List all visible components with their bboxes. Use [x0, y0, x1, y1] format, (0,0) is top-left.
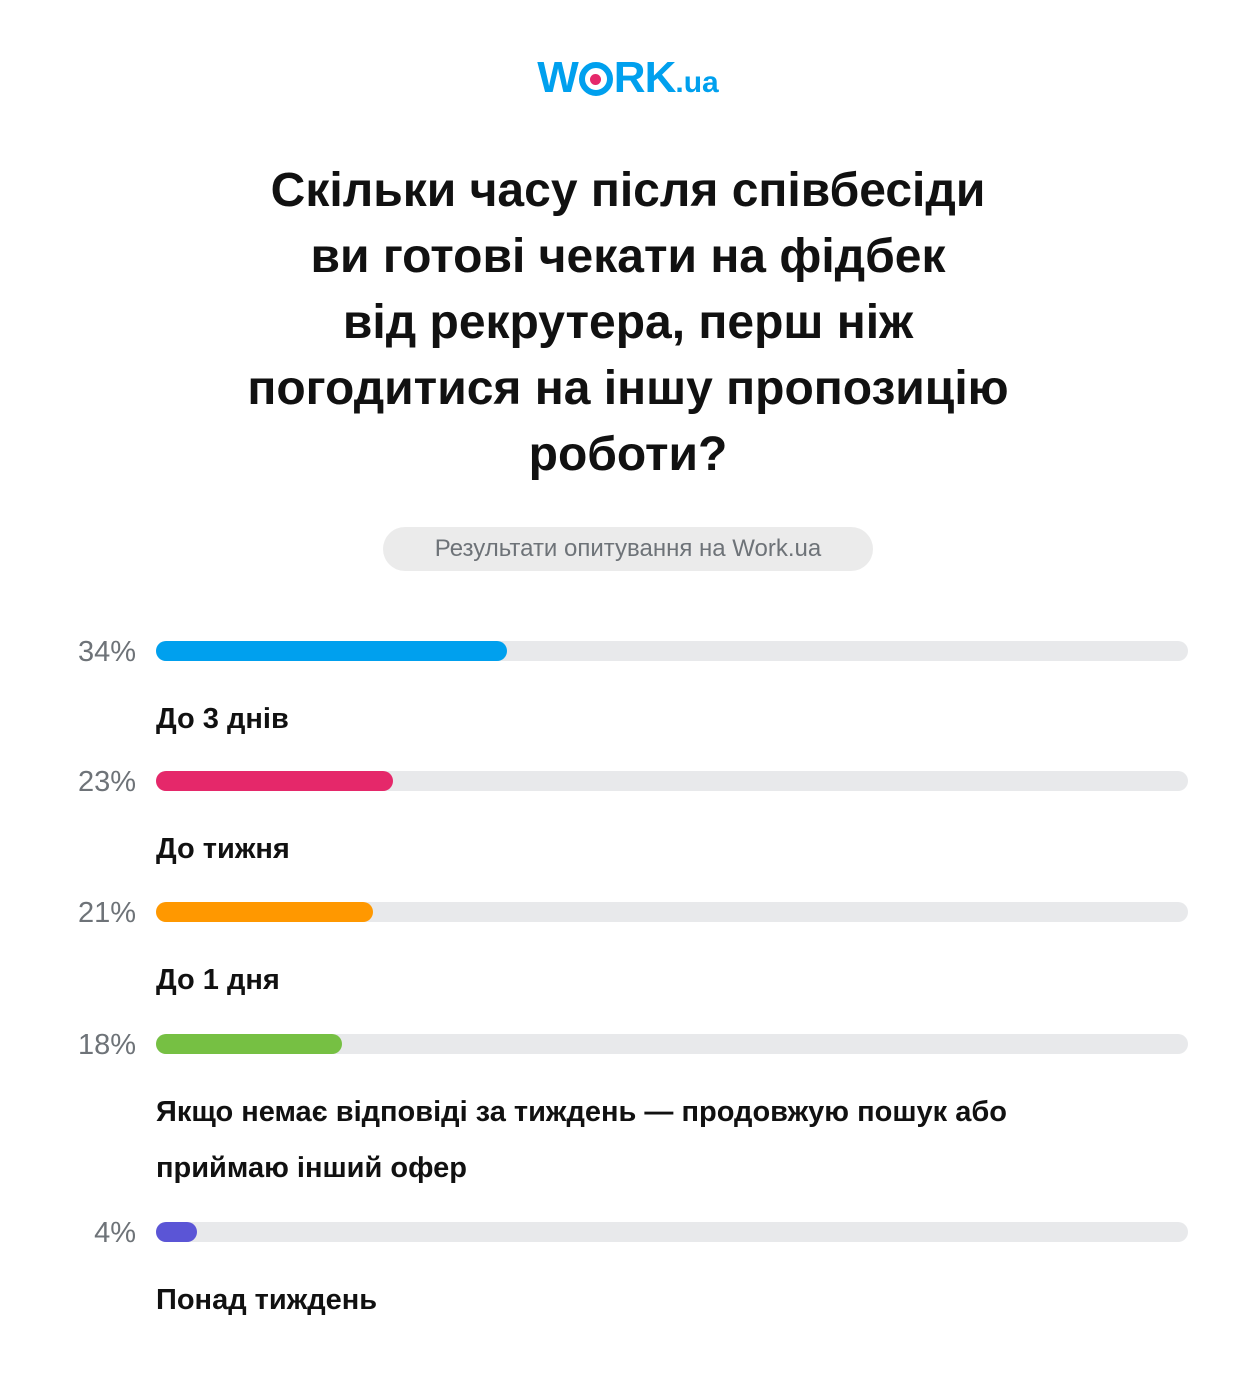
- chart-title-line: ви готові чекати на фідбек: [310, 230, 946, 283]
- bar-category-label: Якщо немає відповіді за тиждень — продов…: [156, 1096, 1007, 1184]
- chart-title-line: погодитися на іншу пропозицію: [247, 362, 1009, 415]
- survey-source-badge: Результати опитування на Work.ua: [383, 527, 873, 571]
- bar-category-label: До тижня: [156, 833, 290, 865]
- logo-domain-ua: .ua: [675, 66, 719, 99]
- bar-fill: [156, 902, 373, 922]
- bar-category-label: До 3 днів: [156, 703, 289, 735]
- bar-value-label: 34%: [77, 636, 136, 668]
- bar-track: [156, 771, 1188, 791]
- bar-fill: [156, 641, 507, 661]
- work-ua-logo: W RK.ua: [0, 52, 1256, 109]
- chart-title-line: від рекрутера, перш ніж: [342, 296, 914, 349]
- bar-fill: [156, 771, 394, 791]
- bar-category-label: Понад тиждень: [156, 1284, 378, 1316]
- bar-value-label: 21%: [77, 897, 136, 929]
- bar-track: [156, 1034, 1188, 1054]
- bar-value-label: 23%: [77, 766, 136, 798]
- bar-fill: [156, 1034, 342, 1054]
- bar-value-label: 18%: [77, 1029, 136, 1061]
- logo-letter-w: W: [537, 53, 579, 102]
- logo-letters-rk: RK: [613, 53, 677, 102]
- bar-value-label: 4%: [94, 1217, 136, 1249]
- chart-title: Скільки часу після співбесіди ви готові …: [128, 158, 1128, 488]
- chart-title-line: Скільки часу після співбесіди: [270, 164, 986, 217]
- bar-track: [156, 1222, 1188, 1242]
- chart-title-line: роботи?: [528, 428, 728, 481]
- logo-o-ring-icon: [578, 62, 613, 96]
- bar-category-label: До 1 дня: [156, 964, 280, 996]
- bar-track: [156, 641, 1188, 661]
- bar-track: [156, 902, 1188, 922]
- bar-fill: [156, 1222, 198, 1242]
